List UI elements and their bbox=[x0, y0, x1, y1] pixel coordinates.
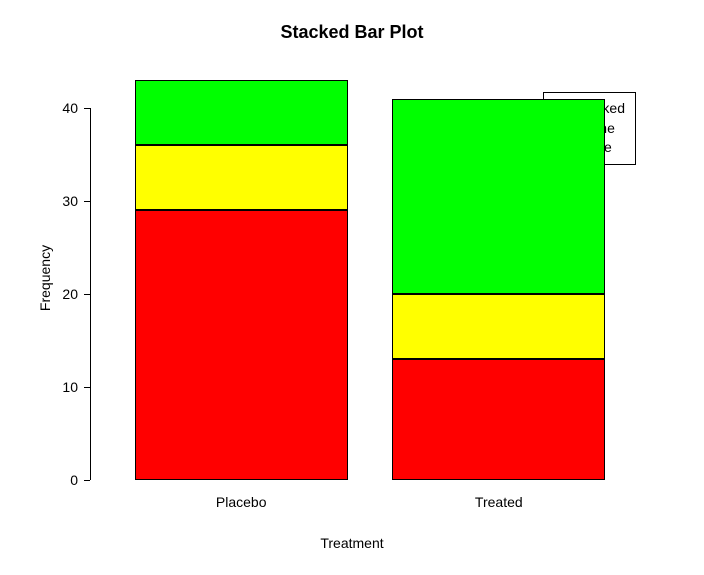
y-tick-label: 20 bbox=[38, 286, 78, 302]
y-tick-label: 0 bbox=[38, 472, 78, 488]
bar-segment bbox=[392, 359, 605, 480]
category-label: Placebo bbox=[181, 494, 301, 510]
y-tick bbox=[84, 108, 90, 109]
category-label: Treated bbox=[439, 494, 559, 510]
y-axis-line bbox=[90, 108, 91, 480]
chart-title: Stacked Bar Plot bbox=[0, 22, 704, 43]
y-tick bbox=[84, 387, 90, 388]
bar-segment bbox=[392, 99, 605, 294]
bar-segment bbox=[135, 210, 348, 480]
bar bbox=[392, 80, 605, 480]
bar-segment bbox=[135, 145, 348, 210]
plot-area: MarkedSomeNone 010203040 bbox=[90, 80, 650, 480]
y-tick-label: 30 bbox=[38, 193, 78, 209]
bar-segment bbox=[392, 294, 605, 359]
y-tick-label: 10 bbox=[38, 379, 78, 395]
bar-segment bbox=[135, 80, 348, 145]
chart-canvas: Stacked Bar Plot Frequency MarkedSomeNon… bbox=[0, 0, 704, 575]
x-axis-label: Treatment bbox=[0, 535, 704, 551]
y-tick bbox=[84, 201, 90, 202]
bar bbox=[135, 80, 348, 480]
y-tick bbox=[84, 480, 90, 481]
y-tick-label: 40 bbox=[38, 100, 78, 116]
y-tick bbox=[84, 294, 90, 295]
